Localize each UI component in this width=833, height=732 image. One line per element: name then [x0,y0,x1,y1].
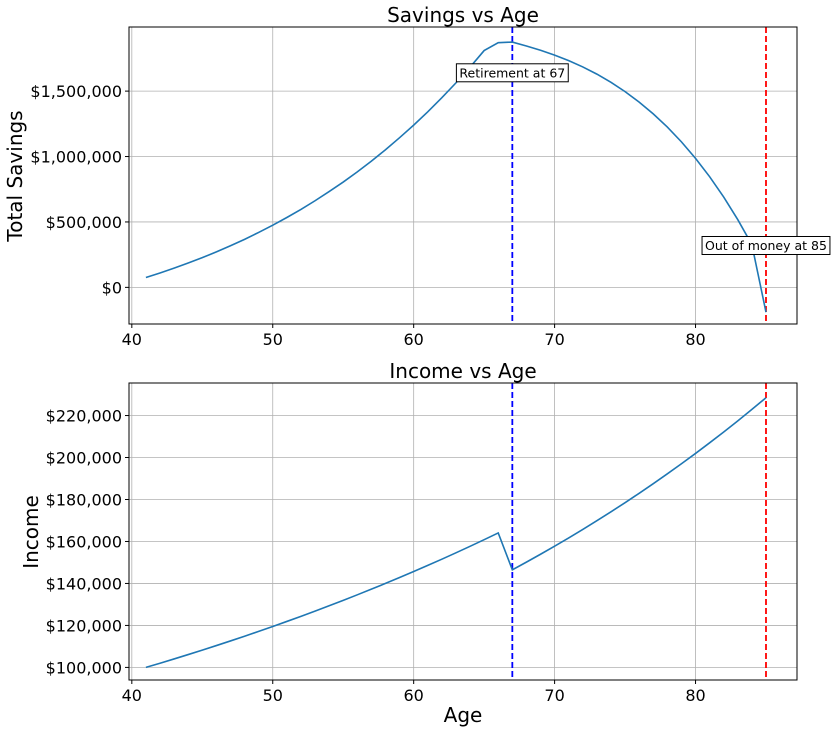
income-chart-title: Income vs Age [389,359,536,383]
income-y-tick-label: $100,000 [46,658,122,677]
savings-annotation-box [701,235,831,255]
savings-annotation-box [455,63,569,83]
income-chart: Income vs Age Income Age 40 50 60 70 80 $100,… [19,359,798,727]
income-x-tick-label: 40 [122,686,142,705]
savings-chart-title: Savings vs Age [387,3,539,27]
savings-annotation-text: Out of money at 85 [705,238,827,253]
savings-annotations: Retirement at 67 Out of money at 85 [455,63,831,255]
savings-annotation: Out of money at 85 [701,235,831,255]
savings-series-line [145,41,767,313]
income-x-tick-label: 70 [544,686,564,705]
income-y-tick-label: $140,000 [46,574,122,593]
income-ticks: 40 50 60 70 80 $100,000 $120,000 $140,000 $160,0… [46,407,706,705]
savings-y-tick-label: $0 [102,278,122,297]
income-y-tick-label: $220,000 [46,407,122,426]
income-grid [129,383,797,680]
savings-x-tick-label: 70 [544,330,564,349]
savings-x-tick-label: 40 [122,330,142,349]
savings-annotation-text: Retirement at 67 [459,65,565,80]
income-y-tick-label: $120,000 [46,616,122,635]
income-series-line [145,397,767,669]
savings-y-tick-label: $1,000,000 [30,148,122,167]
savings-series [145,41,767,313]
income-x-tick-label: 80 [685,686,705,705]
savings-x-tick-label: 50 [263,330,283,349]
income-y-tick-label: $200,000 [46,449,122,468]
income-x-tick-label: 60 [403,686,423,705]
income-x-axis-label: Age [444,703,483,727]
income-y-axis-label: Income [19,495,43,569]
income-series [145,397,767,669]
income-y-tick-label: $160,000 [46,532,122,551]
savings-y-tick-label: $500,000 [46,213,122,232]
income-y-tick-label: $180,000 [46,490,122,509]
income-plot-frame [128,382,798,681]
savings-y-axis-label: Total Savings [3,110,27,242]
income-reference-lines [511,383,767,680]
savings-x-tick-label: 60 [403,330,423,349]
income-x-tick-label: 50 [263,686,283,705]
savings-x-tick-label: 80 [685,330,705,349]
savings-annotation: Retirement at 67 [455,63,569,83]
savings-chart: Savings vs Age Total Savings 40 50 60 70 80 $… [3,3,831,349]
savings-ticks: 40 50 60 70 80 $0 $500,000 $1,000,000 $1,500,000 [30,82,705,349]
savings-grid [129,27,797,324]
savings-plot-frame [128,26,798,325]
savings-y-tick-label: $1,500,000 [30,82,122,101]
